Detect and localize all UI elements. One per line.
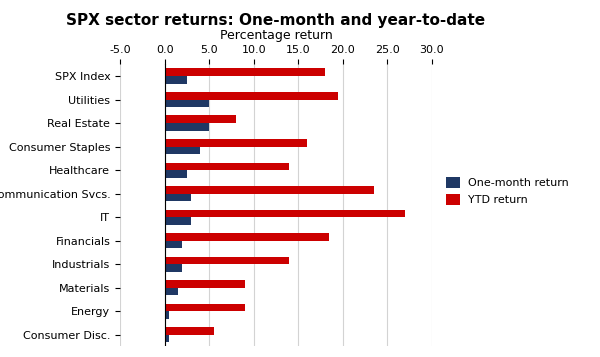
Bar — [164, 146, 200, 154]
Title: SPX sector returns: One-month and year-to-date: SPX sector returns: One-month and year-t… — [67, 13, 485, 28]
Bar — [164, 92, 338, 100]
Bar — [164, 327, 214, 335]
Bar — [164, 257, 289, 264]
X-axis label: Percentage return: Percentage return — [220, 29, 332, 42]
Bar — [164, 162, 289, 170]
Bar — [164, 100, 209, 107]
Bar — [164, 335, 169, 342]
Bar — [164, 69, 325, 76]
Bar — [164, 233, 329, 241]
Bar — [164, 193, 191, 201]
Bar — [164, 311, 169, 318]
Bar — [164, 76, 187, 84]
Bar — [164, 186, 374, 193]
Bar — [164, 264, 182, 272]
Bar — [164, 210, 405, 217]
Bar — [164, 280, 245, 287]
Legend: One-month return, YTD return: One-month return, YTD return — [440, 171, 575, 211]
Bar — [164, 303, 245, 311]
Bar — [164, 241, 182, 248]
Bar — [164, 217, 191, 225]
Bar — [164, 287, 178, 295]
Bar — [164, 139, 307, 146]
Bar — [164, 170, 187, 177]
Bar — [164, 116, 236, 123]
Bar — [164, 123, 209, 131]
